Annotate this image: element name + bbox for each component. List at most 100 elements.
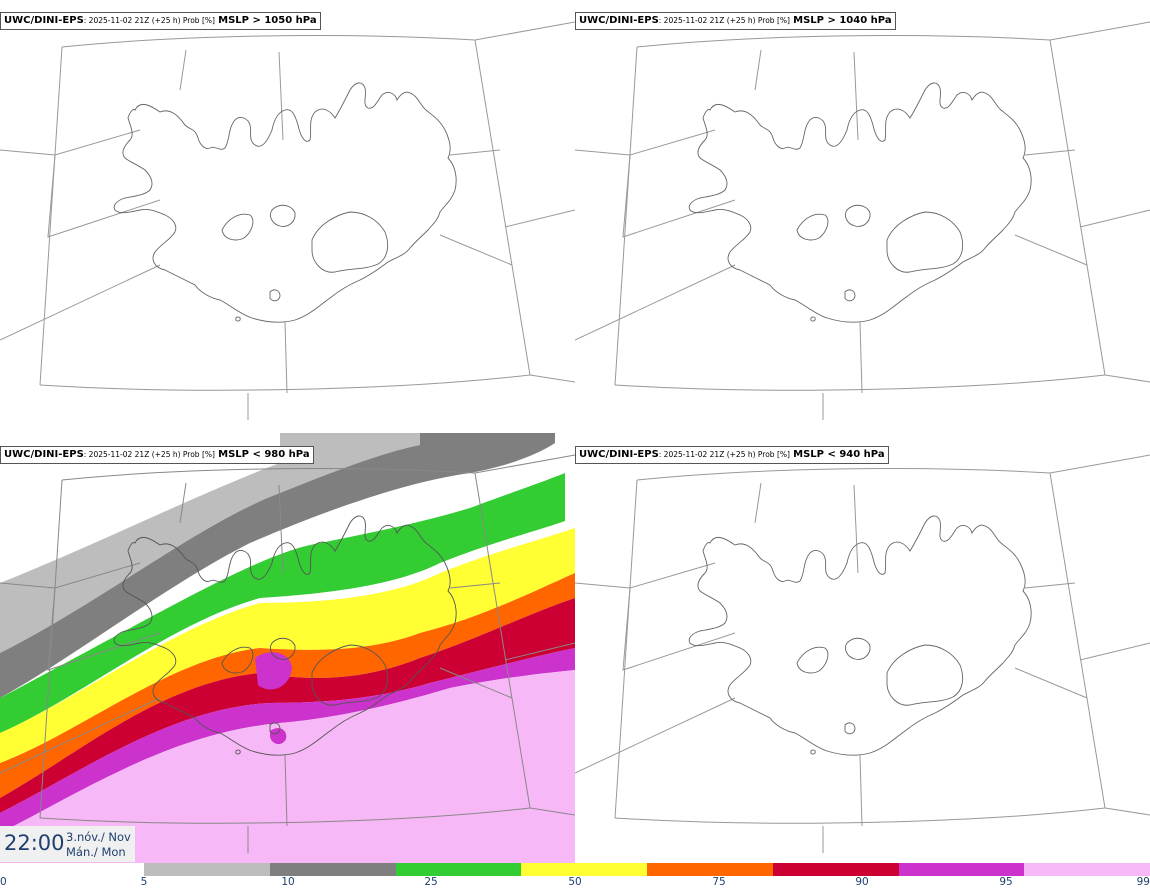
graticule-line xyxy=(1104,374,1150,383)
graticule-line xyxy=(0,129,141,156)
band-10-25 xyxy=(0,433,555,698)
graticule-line xyxy=(278,51,284,141)
graticule-line xyxy=(853,51,859,141)
graticule-line xyxy=(614,479,638,819)
graticule-line xyxy=(284,321,288,394)
high-prob-blob-small xyxy=(270,728,287,745)
high-prob-blob xyxy=(255,652,292,690)
graticule-line xyxy=(449,582,501,589)
colorbar-segment xyxy=(647,863,773,876)
glacier-outline xyxy=(886,644,964,706)
map-panel-mslp-gt-1040: UWC/DINI-EPS: 2025-11-02 21Z (+25 h) Pro… xyxy=(575,0,1150,430)
graticule-line xyxy=(859,754,863,827)
graticule-line xyxy=(636,468,1051,481)
graticule-line xyxy=(284,754,288,827)
iceland-coastline xyxy=(113,515,457,756)
glacier-outline xyxy=(269,289,281,302)
glacier-outline xyxy=(311,644,389,706)
graticule-line xyxy=(1079,642,1150,661)
colorbar-tick-label: 99 xyxy=(1136,876,1150,888)
colorbar-tick-label: 5 xyxy=(140,876,148,888)
graticule-line xyxy=(1049,39,1106,376)
iceland-coastline xyxy=(688,515,1032,756)
graticule-line xyxy=(529,374,575,383)
graticule-line xyxy=(575,697,736,774)
graticule-line xyxy=(754,49,762,91)
graticule-line xyxy=(39,46,63,386)
colorbar-segment xyxy=(772,863,899,876)
graticule-line xyxy=(61,35,476,48)
band-25-50 xyxy=(0,473,565,733)
graticule-line xyxy=(1024,149,1076,156)
band-5-10 xyxy=(0,433,420,653)
graticule-line xyxy=(614,374,1106,391)
glacier-outline xyxy=(844,289,856,302)
iceland-coastline xyxy=(688,82,1032,323)
graticule-line xyxy=(61,468,476,481)
graticule-line xyxy=(614,807,1106,824)
graticule-line xyxy=(439,667,513,699)
glacier-outline xyxy=(235,316,241,322)
glacier-outline xyxy=(886,211,964,273)
graticule-line xyxy=(1049,21,1150,41)
graticule-line xyxy=(474,21,575,41)
valid-weekday: Mán./ Mon xyxy=(66,845,126,859)
panel-title: UWC/DINI-EPS: 2025-11-02 21Z (+25 h) Pro… xyxy=(575,446,889,464)
graticule-line xyxy=(439,234,513,266)
graticule-line xyxy=(474,454,575,474)
graticule-line xyxy=(1014,667,1088,699)
glacier-outline xyxy=(269,637,296,660)
base-map xyxy=(575,21,1150,420)
graticule-line xyxy=(474,39,531,376)
glacier-outline xyxy=(844,722,856,735)
colorbar-segment xyxy=(144,863,270,876)
graticule-line xyxy=(449,149,501,156)
panel-title: UWC/DINI-EPS: 2025-11-02 21Z (+25 h) Pro… xyxy=(575,12,896,30)
graticule-line xyxy=(0,697,161,774)
graticule-line xyxy=(278,484,284,574)
colorbar-tick-label: 0 xyxy=(0,876,7,888)
graticule-line xyxy=(1049,472,1106,809)
colorbar-ticks: 0 5 10 25 50 75 90 95 99 xyxy=(0,876,1150,891)
graticule-line xyxy=(622,587,736,671)
panel-title: UWC/DINI-EPS: 2025-11-02 21Z (+25 h) Pro… xyxy=(0,446,314,464)
base-map xyxy=(575,454,1150,853)
graticule-line xyxy=(1104,807,1150,816)
map-panel-mslp-lt-980: UWC/DINI-EPS: 2025-11-02 21Z (+25 h) Pro… xyxy=(0,433,575,863)
colorbar-segment xyxy=(1024,863,1150,876)
graticule-line xyxy=(474,472,531,809)
colorbar-tick-label: 95 xyxy=(999,876,1013,888)
colorbar-tick-label: 10 xyxy=(281,876,295,888)
colorbar-segment xyxy=(269,863,396,876)
graticule-line xyxy=(0,264,161,341)
graticule-line xyxy=(529,807,575,816)
colorbar-segment xyxy=(395,863,522,876)
probability-map xyxy=(0,433,575,863)
graticule-line xyxy=(39,374,531,391)
glacier-outline xyxy=(235,749,241,755)
glacier-outline xyxy=(796,213,829,241)
graticule-line xyxy=(504,642,575,661)
graticule-line xyxy=(179,49,187,91)
graticule-line xyxy=(1079,209,1150,228)
valid-time: 22:00 xyxy=(4,831,65,855)
graticule-line xyxy=(504,209,575,228)
glacier-outline xyxy=(311,211,389,273)
panel-title: UWC/DINI-EPS: 2025-11-02 21Z (+25 h) Pro… xyxy=(0,12,321,30)
colorbar-tick-label: 50 xyxy=(568,876,582,888)
graticule-line xyxy=(1014,234,1088,266)
glacier-outline xyxy=(221,646,254,674)
glacier-outline xyxy=(796,646,829,674)
band-gt-99 xyxy=(0,670,575,863)
graticule-line xyxy=(614,46,638,386)
base-map xyxy=(0,21,575,420)
band-95-99 xyxy=(0,648,575,833)
graticule-line xyxy=(1049,454,1150,474)
colorbar-tick-label: 90 xyxy=(855,876,869,888)
graticule-line xyxy=(575,562,716,589)
graticule-line xyxy=(1024,582,1076,589)
valid-time-box: 22:00 3.nóv./ Nov Mán./ Mon xyxy=(0,826,135,862)
map-panel-mslp-lt-940: UWC/DINI-EPS: 2025-11-02 21Z (+25 h) Pro… xyxy=(575,433,1150,863)
graticule-line xyxy=(636,35,1051,48)
glacier-outline xyxy=(844,637,871,660)
